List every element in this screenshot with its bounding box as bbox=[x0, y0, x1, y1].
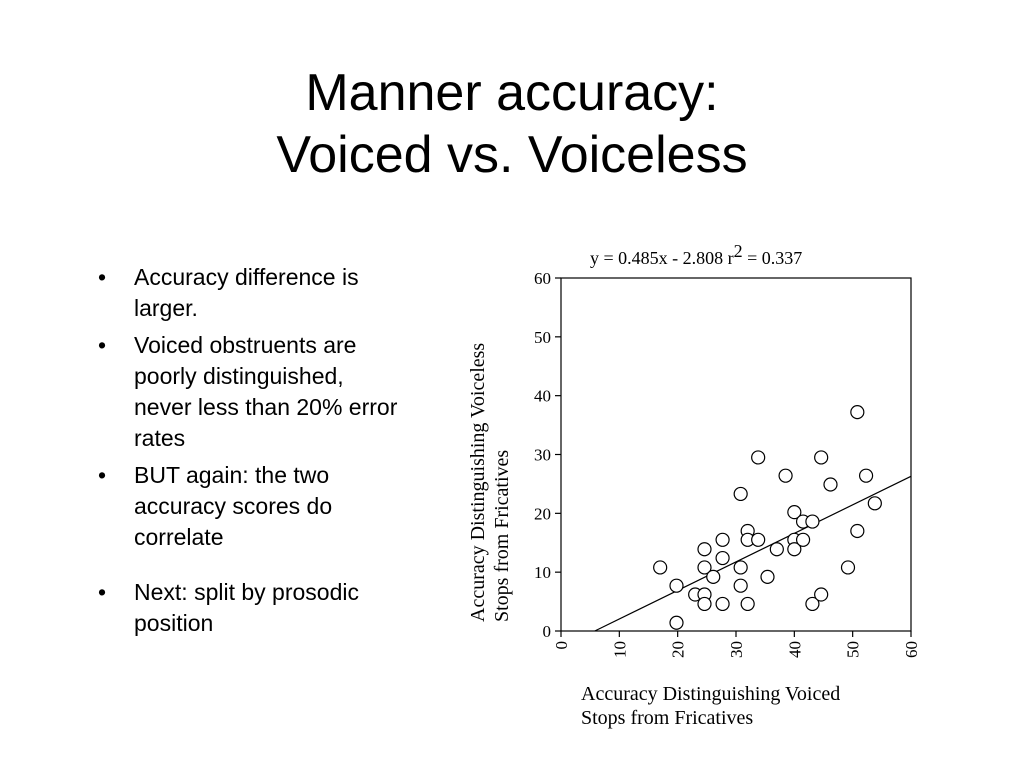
x-tick-label: 10 bbox=[610, 641, 629, 658]
y-tick-label: 10 bbox=[534, 563, 551, 582]
data-point bbox=[850, 523, 865, 539]
data-point bbox=[697, 560, 712, 575]
data-point bbox=[733, 578, 748, 593]
data-point bbox=[697, 596, 712, 612]
data-point bbox=[669, 615, 684, 630]
data-point bbox=[760, 569, 775, 584]
data-point bbox=[715, 550, 730, 566]
data-point bbox=[653, 560, 668, 575]
bullet-text: Accuracy difference is larger. bbox=[134, 264, 359, 321]
data-point bbox=[706, 569, 721, 584]
x-tick-label: 0 bbox=[552, 641, 571, 650]
slide-title: Manner accuracy: Voiced vs. Voiceless bbox=[0, 62, 1024, 186]
bullet-item: • Accuracy difference is larger. bbox=[92, 262, 402, 324]
x-tick-label: 50 bbox=[844, 641, 863, 658]
slide-title-line-1: Manner accuracy: bbox=[305, 64, 719, 122]
y-tick-label: 30 bbox=[534, 446, 551, 465]
data-points bbox=[653, 405, 882, 630]
y-tick-label: 40 bbox=[534, 387, 551, 406]
regression-line-group bbox=[594, 475, 912, 632]
data-point bbox=[787, 542, 802, 557]
data-point bbox=[669, 578, 684, 593]
x-axis-label-line-2: Stops from Fricatives bbox=[581, 707, 753, 729]
scatter-chart: y = 0.485x - 2.808 r2 = 0.337 0102030405… bbox=[467, 241, 921, 729]
bullet-text: Voiced obstruents are poorly distinguish… bbox=[134, 332, 398, 451]
bullet-dot-icon: • bbox=[98, 462, 107, 488]
bullet-dot-icon: • bbox=[98, 579, 107, 605]
bullet-list: • Accuracy difference is larger. • Voice… bbox=[92, 262, 402, 645]
data-point bbox=[751, 532, 766, 547]
x-axis-label-line-1: Accuracy Distinguishing Voiced bbox=[581, 683, 840, 705]
y-tick-label: 20 bbox=[534, 504, 551, 523]
equation-superscript: 2 bbox=[734, 241, 743, 261]
data-point bbox=[840, 560, 856, 575]
slide-title-line-2: Voiced vs. Voiceless bbox=[276, 126, 748, 184]
data-point bbox=[715, 596, 730, 612]
bullet-dot-icon: • bbox=[98, 332, 107, 358]
data-point bbox=[697, 542, 712, 557]
bullet-text: Next: split by prosodic position bbox=[134, 579, 359, 636]
data-point bbox=[740, 596, 755, 612]
y-tick-label: 0 bbox=[543, 622, 552, 641]
bullet-dot-icon: • bbox=[98, 264, 107, 290]
y-axis-label-line-1: Accuracy Distinguishing Voiceless bbox=[467, 343, 489, 622]
data-point bbox=[858, 468, 874, 483]
plot-area-frame bbox=[560, 277, 912, 632]
y-tick-label: 60 bbox=[534, 269, 551, 288]
data-point bbox=[751, 450, 766, 465]
regression-line bbox=[594, 475, 912, 632]
data-point bbox=[814, 450, 829, 465]
equation-prefix: y = 0.485x - 2.808 r bbox=[590, 248, 734, 268]
bullet-item: • Voiced obstruents are poorly distingui… bbox=[92, 330, 402, 454]
x-tick-label: 60 bbox=[902, 641, 921, 658]
data-point bbox=[715, 532, 730, 547]
data-point bbox=[867, 496, 882, 511]
y-axis-label-line-2: Stops from Fricatives bbox=[491, 450, 513, 622]
x-tick-label: 40 bbox=[785, 641, 804, 658]
data-point bbox=[814, 587, 829, 602]
data-point bbox=[805, 514, 820, 529]
data-point bbox=[850, 405, 865, 420]
equation-suffix: = 0.337 bbox=[743, 248, 803, 268]
data-point bbox=[769, 542, 784, 557]
bullet-item: • Next: split by prosodic position bbox=[92, 577, 402, 639]
axis-ticks: 0 10 20 30 40 50 60 0 10 20 30 40 50 60 bbox=[534, 269, 921, 658]
data-point bbox=[733, 560, 748, 575]
data-point bbox=[787, 505, 802, 520]
regression-equation: y = 0.485x - 2.808 r2 = 0.337 bbox=[590, 241, 802, 268]
data-point bbox=[733, 486, 748, 502]
data-point bbox=[805, 596, 820, 612]
data-point bbox=[778, 468, 793, 483]
x-tick-label: 30 bbox=[727, 641, 746, 658]
data-point bbox=[823, 477, 838, 492]
y-tick-label: 50 bbox=[534, 328, 551, 347]
data-point bbox=[795, 532, 811, 547]
bullet-item: • BUT again: the two accuracy scores do … bbox=[92, 460, 402, 553]
bullet-text: BUT again: the two accuracy scores do co… bbox=[134, 462, 333, 550]
x-tick-label: 20 bbox=[669, 641, 688, 658]
